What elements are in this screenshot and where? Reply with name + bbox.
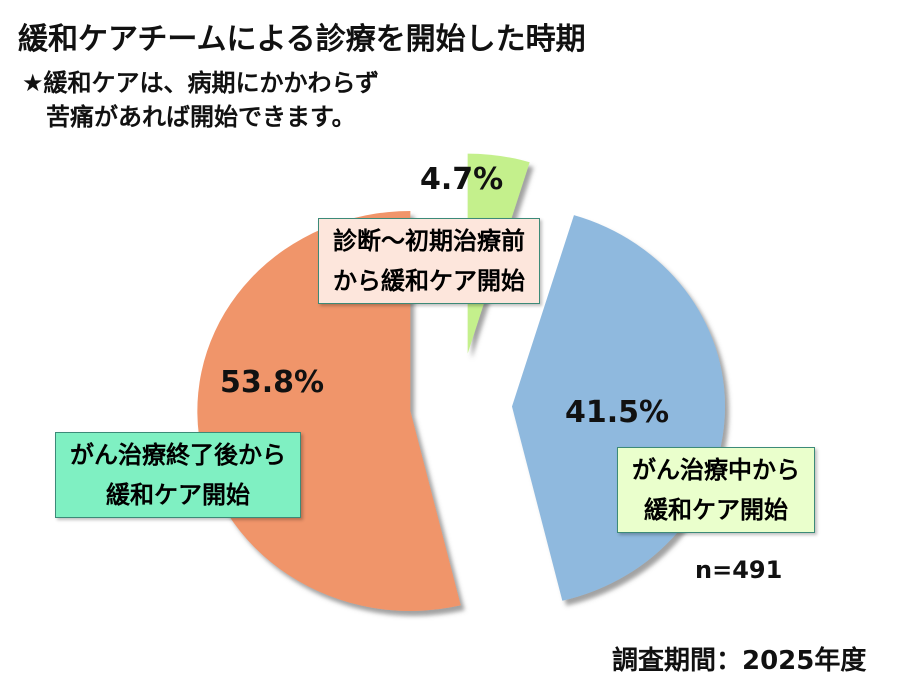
survey-period: 調査期間：2025年度 xyxy=(612,646,867,676)
chart-title: 緩和ケアチームによる診療を開始した時期 xyxy=(18,22,586,57)
category-label: 診断～初期治療前 から緩和ケア開始 xyxy=(318,218,540,304)
subtitle: ★緩和ケアは、病期にかかわらず 苦痛があれば開始できます。 xyxy=(22,69,380,131)
value-label: 4.7% xyxy=(420,162,504,197)
value-label: 53.8% xyxy=(220,365,325,400)
value-label: 41.5% xyxy=(565,395,670,430)
sample-size: n=491 xyxy=(695,556,783,584)
category-label: がん治療中から 緩和ケア開始 xyxy=(617,447,815,533)
category-label: がん治療終了後から 緩和ケア開始 xyxy=(55,432,301,518)
